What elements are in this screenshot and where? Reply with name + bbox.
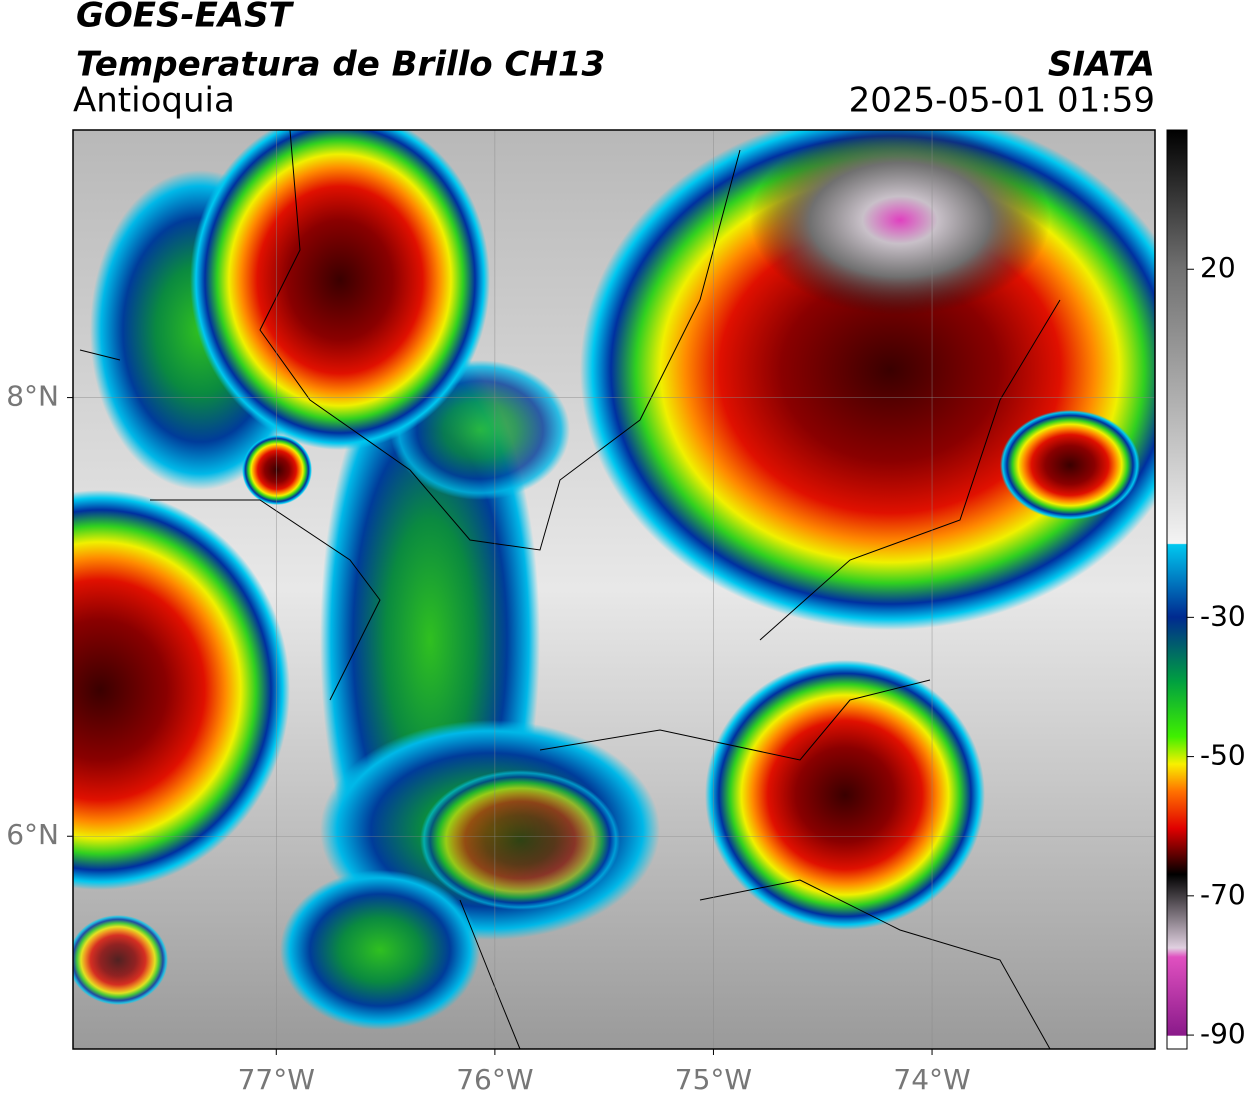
title: GOES-EAST — [76, 0, 295, 36]
boundary — [79, 130, 1061, 1049]
x-tick-label: 75°W — [675, 1063, 752, 1096]
region: Antioquia — [73, 81, 235, 121]
colorbar-tick-label: -90 — [1200, 1017, 1246, 1050]
x-tick-label: 76°W — [456, 1063, 533, 1096]
datetime: 2025-05-01 01:59 — [849, 81, 1155, 121]
y-tick-label: 8°N — [6, 380, 59, 413]
colorbar-tick-label: -30 — [1200, 599, 1246, 632]
x-tick-label: 77°W — [238, 1063, 315, 1096]
storm — [73, 915, 168, 1005]
x-tick-label: 74°W — [893, 1063, 970, 1096]
source: SIATA — [1048, 45, 1155, 85]
cold-top — [750, 130, 1050, 315]
storm — [1000, 410, 1140, 520]
colorbar-tick-label: 20 — [1200, 251, 1236, 284]
colorbar-tick-label: -50 — [1200, 739, 1246, 772]
plot-frame — [72, 129, 1156, 1050]
storm — [420, 770, 620, 910]
imagery — [73, 130, 1155, 1049]
grid — [73, 130, 1155, 1049]
y-tick-label: 6°N — [6, 818, 59, 851]
subtitle: Temperatura de Brillo CH13 — [76, 45, 605, 85]
storm — [242, 435, 312, 505]
storm — [705, 660, 985, 930]
storm — [190, 130, 490, 450]
colorbar-tick-label: -70 — [1200, 878, 1246, 911]
storm — [73, 490, 290, 890]
cloud — [280, 870, 480, 1030]
colorbar — [1166, 129, 1188, 1050]
